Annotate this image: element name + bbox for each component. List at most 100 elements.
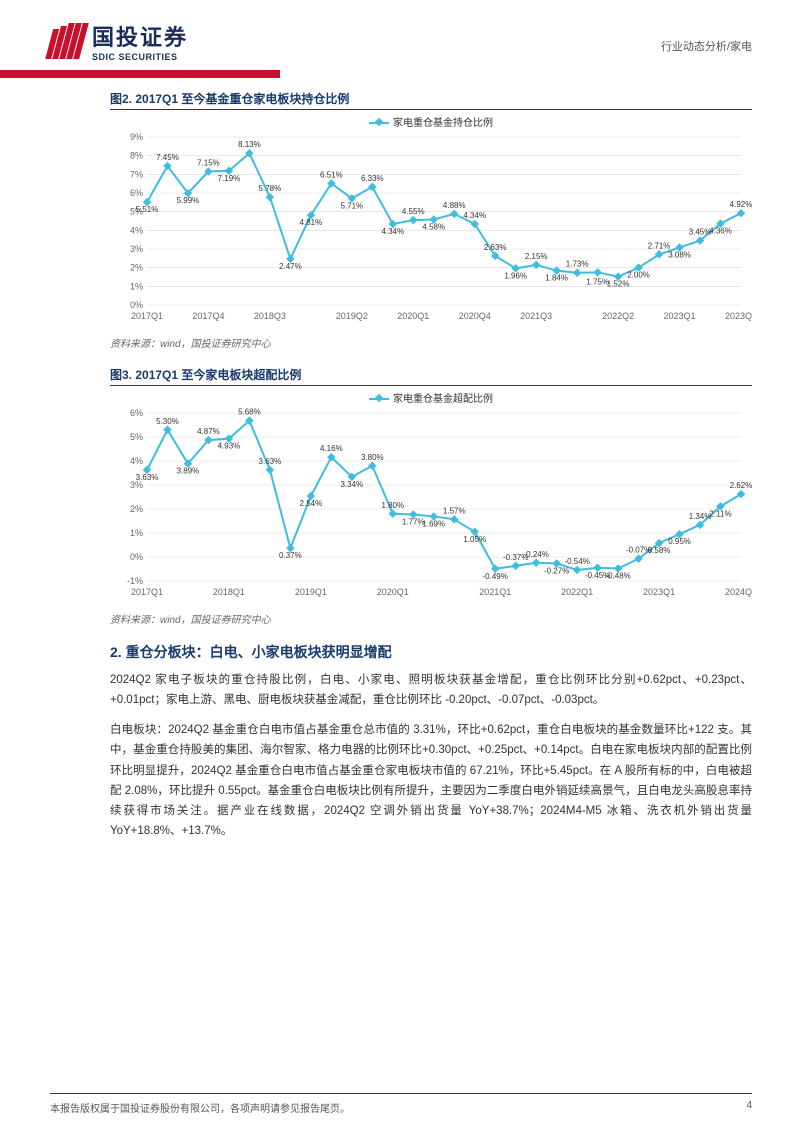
svg-text:-0.49%: -0.49% [483,572,508,581]
paragraph-1: 2024Q2 家电子板块的重仓持股比例，白电、小家电、照明板块获基金增配，重仓比… [110,670,752,710]
svg-text:-0.48%: -0.48% [605,572,630,581]
svg-text:8.13%: 8.13% [238,140,261,149]
svg-text:5.99%: 5.99% [177,196,200,205]
svg-text:1.77%: 1.77% [402,518,425,527]
paragraph-2: 白电板块：2024Q2 基金重仓白电市值占基金重仓总市值的 3.31%，环比+0… [110,720,752,841]
svg-text:2.15%: 2.15% [525,252,548,261]
svg-text:5.68%: 5.68% [238,408,261,417]
svg-text:4%: 4% [130,225,143,235]
svg-text:2023Q1: 2023Q1 [664,311,696,321]
svg-text:5.71%: 5.71% [340,201,363,210]
svg-text:2.11%: 2.11% [709,509,731,518]
chart2-title: 图2. 2017Q1 至今基金重仓家电板块持仓比例 [110,90,752,110]
chart3-legend: 家电重仓基金超配比例 [110,390,752,405]
chart3-title: 图3. 2017Q1 至今家电板块超配比例 [110,366,752,386]
svg-text:6.51%: 6.51% [320,170,343,179]
svg-text:8%: 8% [130,151,143,161]
svg-text:4.92%: 4.92% [730,200,752,209]
svg-text:2.47%: 2.47% [279,262,302,271]
svg-text:2.00%: 2.00% [627,271,650,280]
logo-icon [45,23,89,59]
svg-text:2.63%: 2.63% [484,243,507,252]
svg-text:4.93%: 4.93% [218,442,241,451]
svg-text:-0.54%: -0.54% [564,557,589,566]
svg-text:2022Q2: 2022Q2 [602,311,634,321]
svg-text:0.37%: 0.37% [279,551,302,560]
logo: 国投证券 SDIC SECURITIES [50,20,188,62]
svg-text:2021Q3: 2021Q3 [520,311,552,321]
svg-text:3.34%: 3.34% [340,480,363,489]
svg-text:6%: 6% [130,188,143,198]
legend-marker-icon [369,398,389,400]
svg-text:4.34%: 4.34% [463,211,486,220]
svg-text:0.58%: 0.58% [648,546,671,555]
header-category: 行业动态分析/家电 [661,20,752,54]
chart2: 0%1%2%3%4%5%6%7%8%9%2017Q12017Q42018Q320… [110,131,752,331]
svg-text:2024Q1: 2024Q1 [725,587,752,597]
svg-text:4.36%: 4.36% [709,227,732,236]
svg-text:5%: 5% [130,432,143,442]
svg-text:4.81%: 4.81% [300,218,323,227]
main-content: 图2. 2017Q1 至今基金重仓家电板块持仓比例 家电重仓基金持仓比例 0%1… [0,78,802,841]
svg-text:2020Q1: 2020Q1 [377,587,409,597]
header-accent-bar [0,70,280,78]
svg-text:2%: 2% [130,504,143,514]
svg-text:7.45%: 7.45% [156,153,179,162]
svg-text:2.71%: 2.71% [648,241,671,250]
svg-text:7.19%: 7.19% [218,174,241,183]
svg-text:3.89%: 3.89% [177,467,200,476]
svg-text:5.51%: 5.51% [136,205,159,214]
svg-text:1.96%: 1.96% [504,271,527,280]
svg-text:3.80%: 3.80% [361,453,384,462]
svg-text:1%: 1% [130,281,143,291]
chart2-source: 资料来源：wind，国投证券研究中心 [110,335,752,350]
svg-text:-0.24%: -0.24% [523,550,548,559]
svg-text:1.34%: 1.34% [689,512,712,521]
page-footer: 本报告版权属于国投证券股份有限公司，各项声明请参见报告尾页。 4 [50,1093,752,1115]
svg-text:1.52%: 1.52% [607,280,630,289]
section-title: 2. 重仓分板块：白电、小家电板块获明显增配 [110,642,752,662]
svg-text:7%: 7% [130,169,143,179]
svg-text:-0.27%: -0.27% [544,566,569,575]
svg-text:6%: 6% [130,408,143,418]
svg-text:3.08%: 3.08% [668,251,691,260]
svg-text:2017Q1: 2017Q1 [131,587,163,597]
svg-text:4.87%: 4.87% [197,427,220,436]
svg-text:5.30%: 5.30% [156,417,179,426]
svg-text:1.57%: 1.57% [443,506,466,515]
svg-text:3%: 3% [130,244,143,254]
svg-text:1.80%: 1.80% [381,501,404,510]
logo-cn-text: 国投证券 [92,20,188,52]
svg-text:2%: 2% [130,263,143,273]
svg-text:4%: 4% [130,456,143,466]
svg-text:2018Q1: 2018Q1 [213,587,245,597]
svg-text:4.58%: 4.58% [422,223,445,232]
footer-disclaimer: 本报告版权属于国投证券股份有限公司，各项声明请参见报告尾页。 [50,1100,350,1115]
svg-text:3.63%: 3.63% [259,457,282,466]
chart3-source: 资料来源：wind，国投证券研究中心 [110,611,752,626]
svg-text:2.54%: 2.54% [300,499,323,508]
svg-text:1.75%: 1.75% [586,277,609,286]
svg-text:2019Q2: 2019Q2 [336,311,368,321]
svg-text:4.16%: 4.16% [320,444,343,453]
svg-text:9%: 9% [130,132,143,142]
legend-marker-icon [369,122,389,124]
svg-text:2020Q1: 2020Q1 [397,311,429,321]
svg-text:4.88%: 4.88% [443,201,466,210]
svg-text:1.05%: 1.05% [463,535,486,544]
svg-text:1.69%: 1.69% [422,519,445,528]
svg-text:2023Q1: 2023Q1 [643,587,675,597]
svg-text:2017Q4: 2017Q4 [192,311,224,321]
svg-text:2023Q4: 2023Q4 [725,311,752,321]
svg-text:1.73%: 1.73% [566,260,589,269]
svg-text:2.62%: 2.62% [730,481,752,490]
page-number: 4 [746,1100,752,1115]
svg-text:3.63%: 3.63% [136,473,159,482]
logo-en-text: SDIC SECURITIES [92,52,188,62]
svg-text:0%: 0% [130,300,143,310]
svg-text:2022Q1: 2022Q1 [561,587,593,597]
page-header: 国投证券 SDIC SECURITIES 行业动态分析/家电 [0,0,802,62]
svg-text:5.78%: 5.78% [259,184,282,193]
svg-text:0.95%: 0.95% [668,537,691,546]
svg-text:0%: 0% [130,552,143,562]
